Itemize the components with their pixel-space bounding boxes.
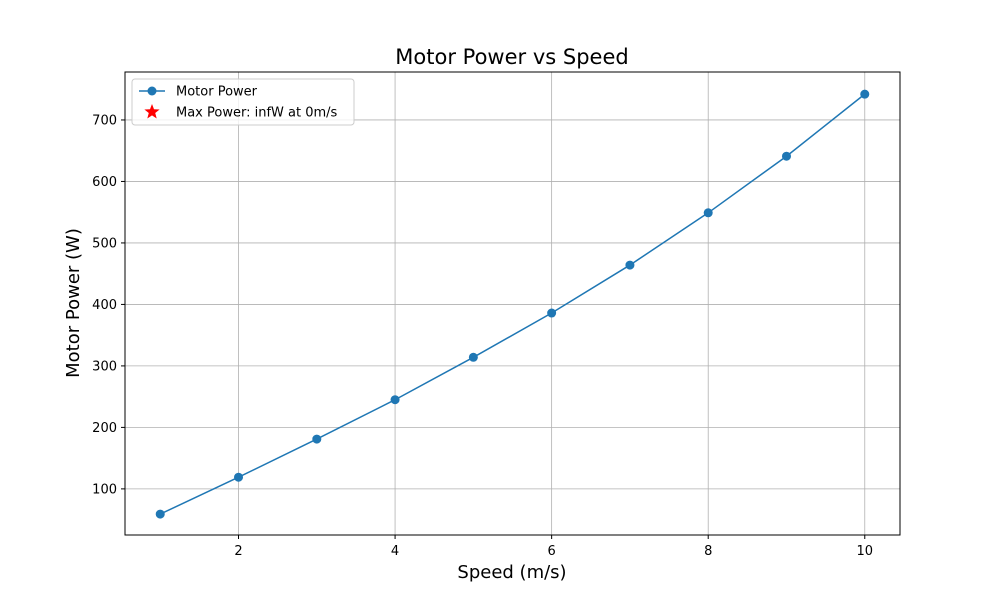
- y-tick-label: 100: [92, 482, 117, 497]
- x-tick-label: 10: [856, 544, 873, 559]
- y-tick-label: 300: [92, 359, 117, 374]
- data-point: [312, 434, 322, 444]
- axis-ticks: 2 4 6 8 10 100 200 300 400 500 600 700: [92, 113, 873, 559]
- y-tick-label: 500: [92, 236, 117, 251]
- data-point: [547, 308, 557, 318]
- data-point: [155, 509, 165, 519]
- data-point: [860, 89, 870, 99]
- y-tick-label: 600: [92, 175, 117, 190]
- x-tick-label: 4: [391, 544, 399, 559]
- data-point: [703, 208, 713, 218]
- series-line: [159, 93, 866, 515]
- data-point: [625, 260, 635, 270]
- data-point: [390, 395, 400, 405]
- series-layer: [155, 89, 870, 519]
- data-point: [468, 352, 478, 362]
- legend-label-motor-power: Motor Power: [176, 85, 258, 100]
- data-point: [781, 151, 791, 161]
- plot-area: [125, 72, 900, 535]
- legend: Motor Power Max Power: infW at 0m/s: [131, 78, 355, 126]
- x-tick-label: 2: [234, 544, 242, 559]
- y-tick-label: 700: [92, 113, 117, 128]
- legend-label-max-power: Max Power: infW at 0m/s: [176, 106, 338, 121]
- legend-circle-marker: [147, 86, 157, 96]
- y-axis-label: Motor Power (W): [63, 228, 84, 378]
- grid: [125, 72, 900, 535]
- x-axis-label: Speed (m/s): [457, 562, 566, 583]
- y-tick-label: 200: [92, 421, 117, 436]
- legend-box: [131, 78, 355, 126]
- chart-title: Motor Power vs Speed: [395, 45, 628, 69]
- plot-frame: [124, 71, 901, 536]
- y-tick-label: 400: [92, 298, 117, 313]
- data-point: [234, 472, 244, 482]
- legend-star-icon: [144, 104, 160, 119]
- x-tick-label: 6: [548, 544, 556, 559]
- x-tick-label: 8: [704, 544, 712, 559]
